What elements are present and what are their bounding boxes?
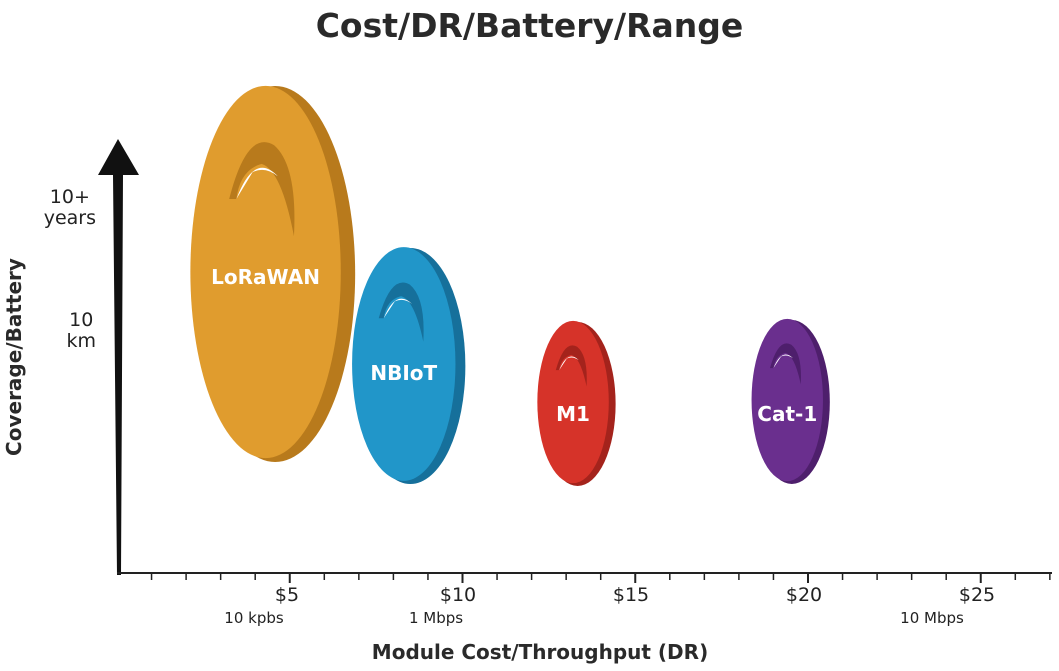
bubble-hole-highlight [559,356,579,371]
x-tick-label-15: $15 [612,584,650,606]
x-sub-label-10mbps: 10 Mbps [900,609,964,627]
x-tick-label-25: $25 [958,584,996,606]
x-sub-label-10kpbs: 10 kpbs [224,609,284,627]
bubble-label-lorawan: LoRaWAN [211,265,320,289]
y-tick-label-high: 10+ years [43,186,96,229]
bubble-face [190,85,341,459]
x-tick-label-10: $10 [439,584,477,606]
bubble-face [537,320,609,484]
bubble-cat-1: Cat-1 [751,318,830,484]
x-axis-label: Module Cost/Throughput (DR) [371,640,709,664]
x-tick-label-20: $20 [785,584,823,606]
y-axis-label: Coverage/Battery [2,258,26,456]
bubble-hole [555,345,587,387]
bubble-label-nbiot: NBIoT [370,361,437,385]
axes [98,139,1052,583]
bubble-m1: M1 [537,320,616,486]
x-sub-label-1mbps: 1 Mbps [408,609,464,627]
bubble-hole [378,282,424,342]
bubble-hole-highlight [383,298,413,319]
chart-title: Cost/DR/Battery/Range [315,6,744,45]
bubble-label-cat-1: Cat-1 [757,402,817,426]
bubble-nbiot: NBIoT [352,247,466,484]
bubble-hole [769,343,801,385]
bubble-label-m1: M1 [556,402,590,426]
x-axis-ticks [150,573,1051,583]
bubble-face [352,247,456,481]
y-axis-arrow [98,139,139,575]
bubble-hole-highlight [773,354,794,369]
bubble-hole-highlight [236,167,278,200]
bubble-lorawan: LoRaWAN [190,85,356,462]
y-tick-label-mid: 10 km [66,309,96,352]
x-tick-label-5: $5 [274,584,300,606]
bubbles: LoRaWAN NBIoT M1 Cat-1 [190,85,830,486]
bubble-hole [229,142,295,237]
bubble-face [751,318,823,482]
